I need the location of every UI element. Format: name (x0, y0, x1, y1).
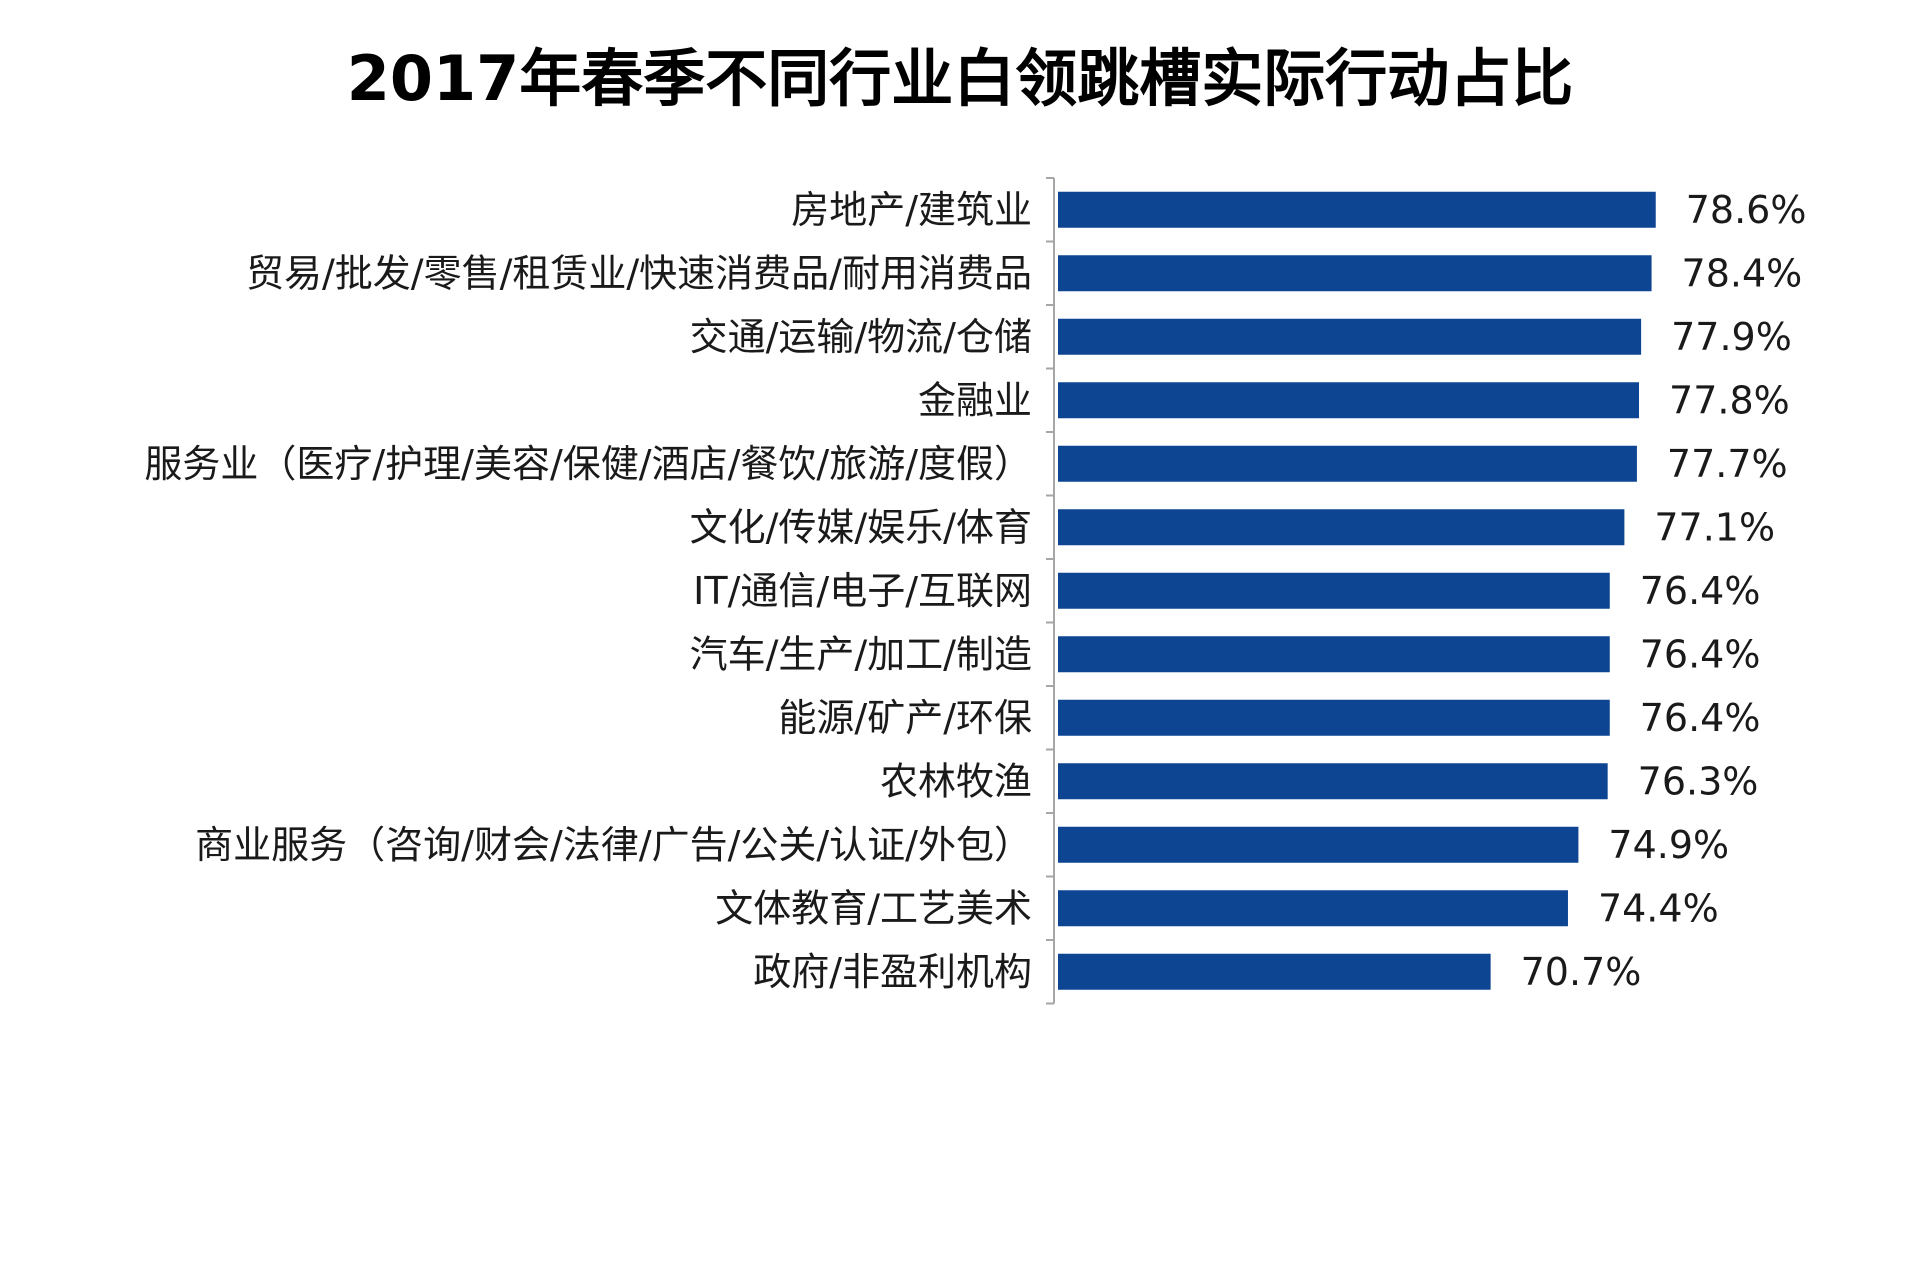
category-label: 能源/矿产/环保 (778, 696, 1032, 740)
bar (1058, 255, 1652, 292)
category-label: 金融业 (918, 378, 1032, 422)
category-label: 服务业（医疗/护理/美容/保健/酒店/餐饮/旅游/度假） (144, 442, 1032, 486)
category-label: 商业服务（咨询/财会/法律/广告/公关/认证/外包） (195, 823, 1032, 867)
bars (1058, 191, 1656, 990)
category-label: 文体教育/工艺美术 (715, 886, 1032, 930)
value-label: 74.4% (1598, 886, 1719, 930)
category-label: 交通/运输/物流/仓储 (690, 315, 1032, 359)
category-labels: 房地产/建筑业贸易/批发/零售/租赁业/快速消费品/耐用消费品交通/运输/物流/… (144, 188, 1032, 994)
category-label: 房地产/建筑业 (791, 188, 1032, 232)
bar (1058, 890, 1568, 927)
bar (1058, 763, 1608, 800)
bar (1058, 572, 1610, 609)
value-label: 76.4% (1640, 569, 1761, 613)
value-labels: 78.6% 78.4% 77.9% 77.8% 77.7% 77.1% 76.4% 76.4%… (1521, 188, 1807, 994)
bar (1058, 699, 1610, 736)
category-label: 政府/非盈利机构 (753, 950, 1032, 994)
value-label: 78.4% (1682, 251, 1803, 295)
bar (1058, 636, 1610, 673)
value-label: 74.9% (1608, 823, 1729, 867)
value-label: 77.7% (1667, 442, 1788, 486)
value-label: 76.4% (1640, 696, 1761, 740)
category-label: 农林牧渔 (880, 759, 1032, 803)
value-label: 76.4% (1640, 632, 1761, 676)
bar (1058, 191, 1656, 228)
bar (1058, 445, 1637, 482)
bar (1058, 382, 1640, 419)
value-label: 77.9% (1671, 315, 1792, 359)
value-label: 77.1% (1654, 505, 1775, 549)
bar (1058, 318, 1642, 355)
category-label: 汽车/生产/加工/制造 (690, 632, 1032, 676)
bar (1058, 509, 1625, 546)
category-label: 文化/传媒/娱乐/体育 (690, 505, 1032, 549)
value-label: 78.6% (1686, 188, 1807, 232)
bar (1058, 953, 1491, 990)
category-label: IT/通信/电子/互联网 (693, 569, 1032, 613)
value-label: 70.7% (1521, 950, 1642, 994)
chart-title: 2017年春季不同行业白领跳槽实际行动占比 (346, 42, 1574, 115)
bar (1058, 826, 1579, 863)
category-label: 贸易/批发/零售/租赁业/快速消费品/耐用消费品 (246, 251, 1032, 295)
value-label: 77.8% (1669, 378, 1790, 422)
category-axis (1046, 177, 1055, 1005)
value-label: 76.3% (1638, 759, 1759, 803)
